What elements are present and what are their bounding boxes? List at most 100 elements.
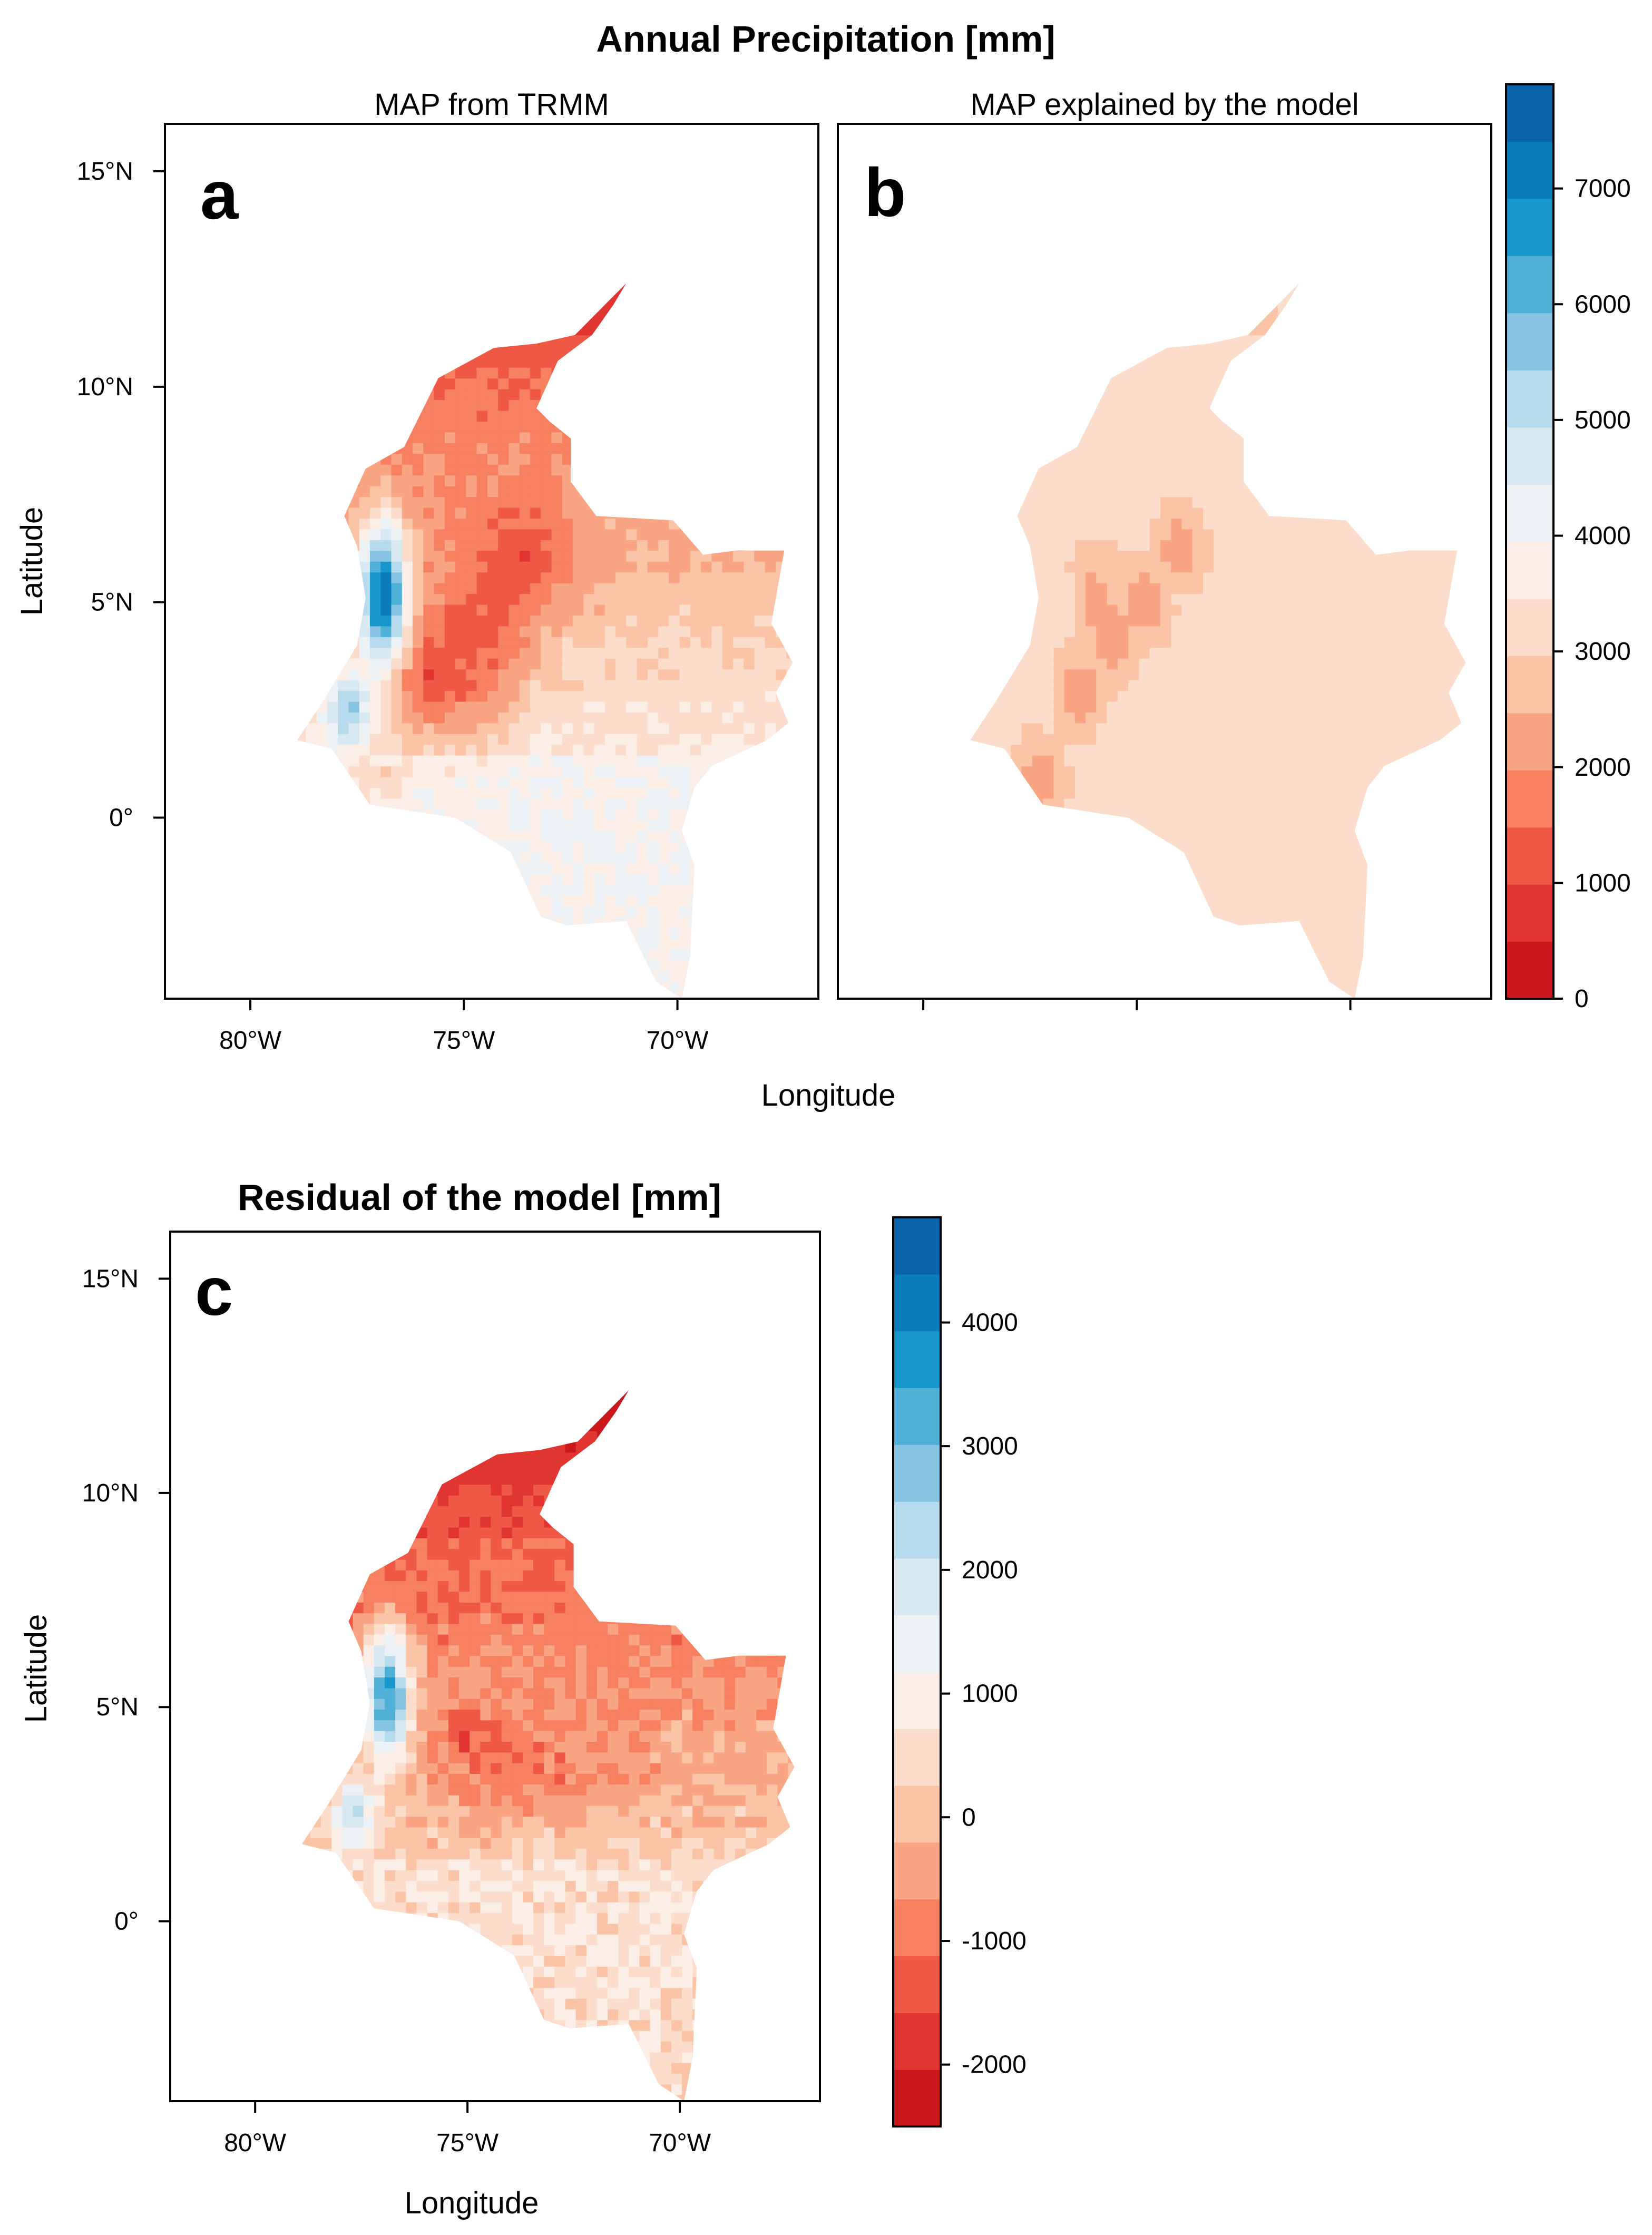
map-cell bbox=[509, 453, 520, 465]
map-cell bbox=[594, 938, 605, 950]
map-cell bbox=[1117, 626, 1129, 637]
map-cell bbox=[476, 464, 488, 476]
map-cell bbox=[466, 852, 477, 864]
map-cell bbox=[594, 410, 605, 422]
map-cell bbox=[808, 314, 819, 325]
map-cell bbox=[370, 604, 382, 616]
map-cell bbox=[711, 270, 722, 281]
map-cell bbox=[583, 388, 595, 401]
map-cell bbox=[444, 679, 456, 691]
map-cell bbox=[509, 399, 520, 411]
map-cell bbox=[476, 852, 488, 864]
map-cell bbox=[498, 787, 510, 799]
map-cell bbox=[744, 270, 755, 281]
map-cell bbox=[317, 270, 328, 281]
map-cell bbox=[797, 551, 808, 562]
map-cell bbox=[732, 540, 744, 551]
map-cell bbox=[444, 647, 456, 659]
map-cell bbox=[338, 388, 349, 401]
map-cell bbox=[989, 604, 1001, 616]
map-cell bbox=[615, 410, 627, 422]
map-cell bbox=[797, 831, 808, 842]
map-cell bbox=[658, 679, 670, 691]
map-cell bbox=[732, 863, 744, 874]
map-cell bbox=[380, 723, 392, 734]
map-cell bbox=[487, 475, 498, 486]
map-cell bbox=[476, 540, 488, 551]
map-cell bbox=[285, 518, 296, 529]
map-cell bbox=[1032, 873, 1043, 885]
map-cell bbox=[1181, 518, 1193, 530]
map-cell bbox=[423, 291, 435, 304]
map-cell bbox=[754, 928, 766, 939]
map-cell bbox=[989, 346, 1001, 357]
map-cell bbox=[1021, 701, 1033, 713]
map-cell bbox=[797, 809, 808, 820]
map-cell bbox=[1074, 291, 1086, 304]
map-cell bbox=[476, 744, 488, 756]
map-cell bbox=[1117, 809, 1129, 821]
map-cell bbox=[765, 529, 776, 540]
map-cell bbox=[1128, 744, 1140, 756]
map-cell bbox=[1128, 302, 1140, 314]
map-cell bbox=[970, 712, 980, 724]
map-cell bbox=[455, 378, 467, 389]
map-cell bbox=[744, 443, 755, 454]
map-cell bbox=[1149, 346, 1161, 357]
map-cell bbox=[338, 604, 349, 616]
map-cell bbox=[1160, 852, 1171, 864]
map-cell bbox=[808, 454, 819, 465]
map-cell bbox=[1074, 572, 1086, 583]
map-cell bbox=[1149, 744, 1161, 756]
map-cell bbox=[1064, 421, 1076, 433]
map-cell bbox=[391, 981, 403, 993]
map-cell bbox=[957, 507, 969, 519]
map-cell bbox=[1053, 399, 1065, 411]
map-cell bbox=[1160, 283, 1171, 292]
map-cell bbox=[391, 421, 403, 433]
map-cell bbox=[1139, 766, 1150, 777]
map-cell bbox=[541, 916, 552, 928]
map-cell bbox=[498, 916, 510, 928]
map-cell bbox=[530, 938, 541, 950]
map-cell bbox=[573, 410, 584, 422]
map-cell bbox=[1021, 723, 1033, 734]
map-cell bbox=[359, 421, 370, 433]
map-cell bbox=[1181, 421, 1193, 433]
map-cell bbox=[1117, 291, 1129, 304]
map-cell bbox=[711, 679, 723, 691]
map-cell bbox=[1192, 787, 1204, 799]
map-cell bbox=[413, 755, 424, 767]
map-cell bbox=[1043, 647, 1054, 659]
map-cell bbox=[530, 658, 541, 670]
map-cell bbox=[455, 475, 467, 486]
map-cell bbox=[1149, 335, 1161, 346]
map-cell bbox=[423, 916, 435, 928]
map-cell bbox=[744, 884, 755, 896]
map-cell bbox=[285, 766, 296, 777]
map-cell bbox=[327, 485, 339, 497]
map-cell bbox=[573, 604, 584, 616]
map-cell bbox=[1000, 561, 1012, 573]
map-cell bbox=[604, 744, 616, 756]
map-cell bbox=[1192, 744, 1204, 756]
map-cell bbox=[732, 604, 744, 616]
map-cell bbox=[604, 432, 616, 443]
map-cell bbox=[444, 916, 456, 928]
map-cell bbox=[1000, 766, 1012, 777]
map-cell bbox=[1149, 356, 1161, 368]
map-cell bbox=[359, 744, 370, 756]
map-cell bbox=[604, 701, 616, 713]
map-cell bbox=[1192, 324, 1204, 336]
map-cell bbox=[573, 593, 584, 605]
map-cell bbox=[786, 485, 793, 497]
map-cell bbox=[957, 626, 969, 637]
map-cell bbox=[776, 679, 787, 691]
map-cell bbox=[594, 809, 605, 821]
map-cell bbox=[444, 690, 456, 702]
map-cell bbox=[1149, 615, 1161, 627]
map-cell bbox=[1086, 561, 1097, 573]
map-cell bbox=[1171, 529, 1182, 540]
map-cell bbox=[604, 550, 616, 562]
map-cell bbox=[476, 475, 488, 486]
